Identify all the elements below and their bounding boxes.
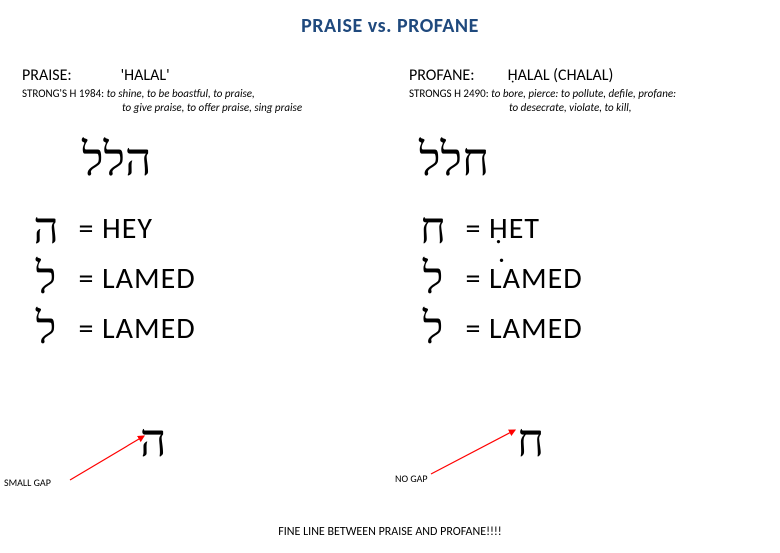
praise-gap-label: SMALL GAP xyxy=(4,476,51,489)
praise-big-letter-zone: ה SMALL GAP xyxy=(22,414,371,504)
praise-label: PRAISE: xyxy=(22,66,117,85)
profane-strongs-ref: STRONGS H 2490: xyxy=(409,87,489,100)
page-title: PRAISE vs. PROFANE xyxy=(0,0,780,38)
praise-column: PRAISE: 'HALAL' STRONG'S H 1984: to shin… xyxy=(22,66,381,504)
columns: PRAISE: 'HALAL' STRONG'S H 1984: to shin… xyxy=(0,38,780,504)
praise-strongs-def1: to shine, to be boastful, to praise, xyxy=(107,87,255,100)
profane-gap-label: NO GAP xyxy=(395,472,428,485)
profane-strongs-def1: to bore, pierce: to pollute, defile, pro… xyxy=(491,87,676,100)
profane-label: PROFANE: xyxy=(409,66,504,85)
letter-name: LAMED xyxy=(489,310,583,347)
praise-heading: PRAISE: 'HALAL' xyxy=(22,66,371,85)
letter-row: ה = HEY xyxy=(22,204,371,254)
profane-big-letter-zone: ח NO GAP xyxy=(409,414,758,504)
hebrew-letter: ל xyxy=(22,253,70,304)
hebrew-letter: ל xyxy=(409,253,457,304)
hebrew-letter: ח xyxy=(409,203,457,254)
equals-sign: = xyxy=(457,210,489,247)
letter-row: ל = LAMED xyxy=(409,254,758,304)
profane-letter-list: ח = ḤET ל = LAMED ל = LAMED xyxy=(409,204,758,354)
profane-column: PROFANE: ḤALAL (CHALAL) STRONGS H 2490: … xyxy=(381,66,758,504)
letter-row: ל = LAMED xyxy=(409,304,758,354)
profane-strongs-def2: to desecrate, violate, to kill, xyxy=(409,101,758,115)
equals-sign: = xyxy=(70,260,102,297)
letter-name: ḤET xyxy=(489,210,540,247)
hebrew-letter: ל xyxy=(409,303,457,354)
equals-sign: = xyxy=(457,310,489,347)
profane-hebrew-word: חלל xyxy=(419,133,489,186)
letter-row: ל = LAMED xyxy=(22,304,371,354)
letter-name: LAMED xyxy=(102,260,196,297)
praise-strongs: STRONG'S H 1984: to shine, to be boastfu… xyxy=(22,87,371,115)
equals-sign: = xyxy=(70,210,102,247)
arrow-icon xyxy=(431,428,521,478)
praise-strongs-def2: to give praise, to offer praise, sing pr… xyxy=(22,101,371,115)
profane-heading: PROFANE: ḤALAL (CHALAL) xyxy=(409,66,758,85)
praise-translit: 'HALAL' xyxy=(121,66,170,85)
hebrew-letter: ה xyxy=(22,203,70,254)
profane-big-letter: ח xyxy=(517,414,544,467)
equals-sign: = xyxy=(70,310,102,347)
equals-sign: = xyxy=(457,260,489,297)
footer-text: FINE LINE BETWEEN PRAISE AND PROFANE!!!! xyxy=(0,525,780,539)
arrow-icon xyxy=(70,432,150,482)
profane-strongs: STRONGS H 2490: to bore, pierce: to poll… xyxy=(409,87,758,115)
profane-translit: ḤALAL (CHALAL) xyxy=(508,66,614,85)
letter-name: HEY xyxy=(102,210,153,247)
praise-hebrew-word: הלל xyxy=(82,133,152,186)
letter-name: LAMED xyxy=(102,310,196,347)
praise-strongs-ref: STRONG'S H 1984: xyxy=(22,87,104,100)
praise-letter-list: ה = HEY ל = LAMED ל = LAMED xyxy=(22,204,371,354)
letter-row: ל = LAMED xyxy=(22,254,371,304)
letter-row: ח = ḤET xyxy=(409,204,758,254)
hebrew-letter: ל xyxy=(22,303,70,354)
